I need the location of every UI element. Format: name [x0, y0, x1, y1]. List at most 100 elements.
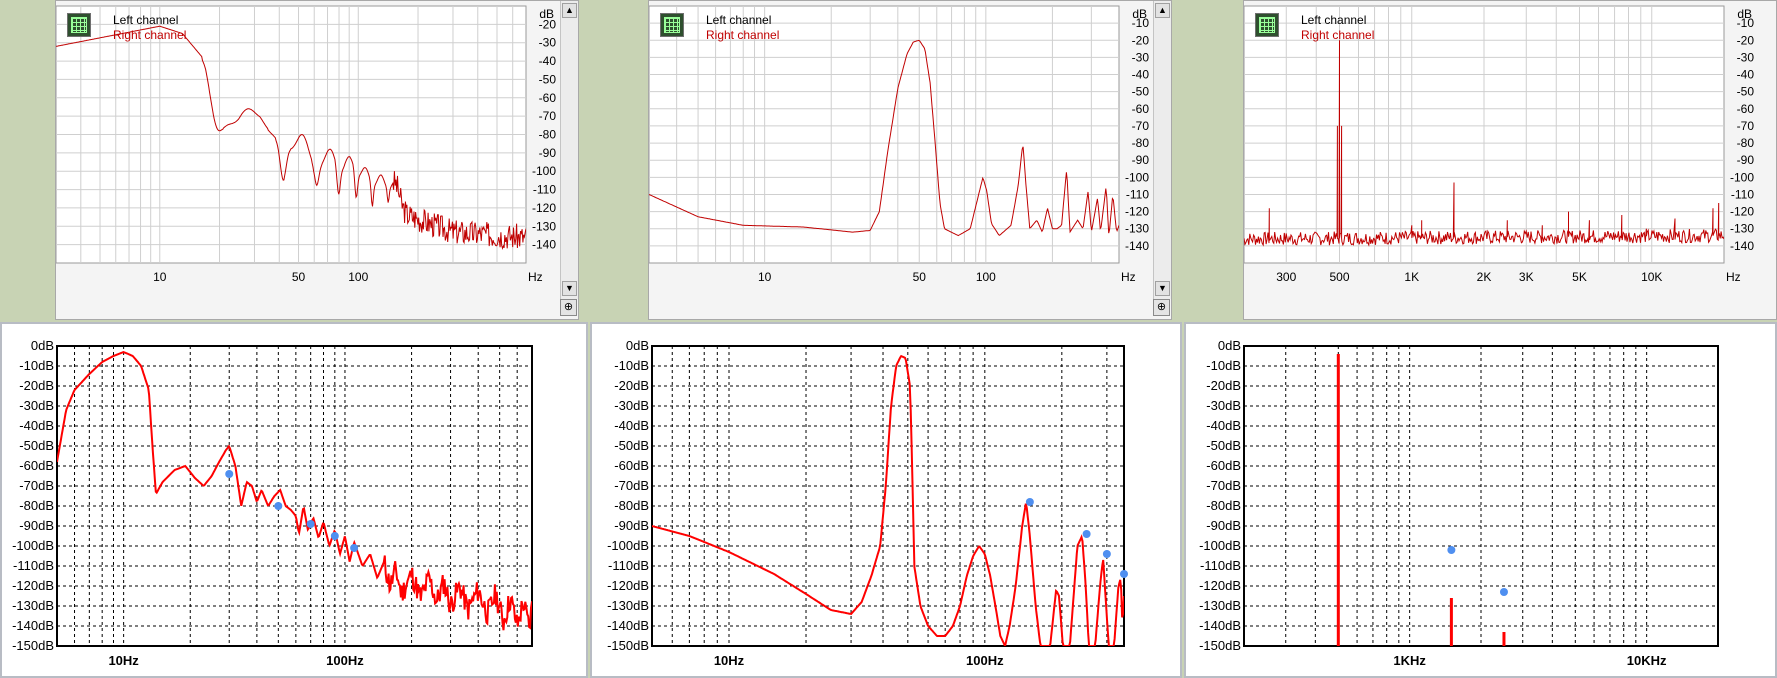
y-tick-label: -80dB: [19, 498, 54, 513]
analyzer-icon[interactable]: [1255, 13, 1279, 37]
y-tick-label: -120: [1125, 205, 1149, 219]
y-tick-label: -30: [1132, 50, 1150, 64]
series-line: [652, 354, 1124, 646]
legend-right-channel: Right channel: [113, 28, 187, 42]
scroll-up-button[interactable]: ▲: [1155, 3, 1170, 18]
y-tick-label: -130dB: [607, 598, 649, 613]
y-tick-label: -100dB: [1199, 538, 1241, 553]
y-tick-label: -150dB: [1199, 638, 1241, 653]
y-tick-label: -30: [1737, 50, 1755, 64]
y-tick-label: -60dB: [19, 458, 54, 473]
x-tick-label: 50: [913, 270, 927, 284]
vertical-scrollbar[interactable]: ▲ ▼: [560, 1, 578, 299]
y-tick-label: -70dB: [1206, 478, 1241, 493]
spectrum-plot-1: -20 -30 -40 -50 -60 -70 -80 -90 -100 -110 -120 -130…: [56, 5, 557, 284]
y-tick-label: -150dB: [12, 638, 54, 653]
harmonic-marker: [330, 532, 339, 540]
plot-area: [649, 5, 1120, 264]
y-tick-label: -50: [539, 72, 557, 86]
y-tick-label: -60: [1132, 102, 1150, 116]
x-tick-label: 2K: [1477, 270, 1492, 284]
simulation-panel-3: 0dB -10dB -20dB -30dB -40dB -50dB -60dB -70dB -8…: [1184, 322, 1777, 678]
y-tick-label: -90dB: [1206, 518, 1241, 533]
vertical-scrollbar[interactable]: ▲ ▼: [1153, 1, 1171, 299]
harmonic-marker: [225, 470, 234, 478]
y-tick-label: -50: [1132, 85, 1150, 99]
x-tick-label: 100Hz: [326, 653, 364, 668]
y-tick-label: -10dB: [614, 358, 649, 373]
legend-left-channel: Left channel: [113, 13, 179, 27]
y-tick-label: -60: [1737, 102, 1755, 116]
y-tick-label: -110: [1126, 187, 1149, 201]
scroll-down-button[interactable]: ▼: [1155, 281, 1170, 296]
x-tick-label: 10: [153, 270, 167, 284]
y-tick-label: -140dB: [12, 618, 54, 633]
y-tick-label: -70: [1132, 119, 1150, 133]
y-tick-label: -140: [532, 238, 556, 252]
x-tick-label: 10: [758, 270, 772, 284]
y-tick-label: -140dB: [1199, 618, 1241, 633]
y-tick-label: -110: [533, 183, 556, 197]
legend: Left channel Right channel: [1255, 13, 1395, 43]
y-tick-label: -50: [1737, 85, 1755, 99]
x-tick-label: 50: [292, 270, 306, 284]
y-tick-label: -120: [532, 201, 556, 215]
x-tick-label: 1KHz: [1393, 653, 1426, 668]
y-tick-label: -110dB: [608, 558, 649, 573]
x-tick-label: 10KHz: [1627, 653, 1667, 668]
series-line: [56, 25, 526, 250]
analyzer-icon[interactable]: [67, 13, 91, 37]
y-tick-label: -140: [1730, 239, 1754, 253]
y-tick-label: 0dB: [31, 338, 54, 353]
y-tick-label: -20dB: [19, 378, 54, 393]
y-tick-label: -120dB: [12, 578, 54, 593]
y-tick-label: -40dB: [614, 418, 649, 433]
y-tick-label: -150dB: [607, 638, 649, 653]
y-tick-label: -120: [1730, 205, 1754, 219]
zoom-button[interactable]: ⊕: [1153, 299, 1170, 316]
y-tick-label: -140dB: [607, 618, 649, 633]
y-tick-label: -30: [539, 36, 557, 50]
y-tick-label: -130dB: [1199, 598, 1241, 613]
y-tick-label: -40: [539, 54, 557, 68]
zoom-button[interactable]: ⊕: [560, 299, 577, 316]
y-tick-label: -130dB: [12, 598, 54, 613]
y-tick-label: -90: [1132, 153, 1150, 167]
y-tick-label: -100dB: [12, 538, 54, 553]
y-tick-label: -110dB: [13, 558, 54, 573]
y-tick-label: -10: [1132, 16, 1150, 30]
y-tick-label: -60dB: [1206, 458, 1241, 473]
harmonic-marker: [1447, 546, 1456, 554]
harmonic-marker: [1025, 498, 1034, 506]
simulation-panel-1: 0dB -10dB -20dB -30dB -40dB -50dB -60dB -70dB -8…: [0, 322, 588, 678]
y-tick-label: -120dB: [607, 578, 649, 593]
analyzer-icon[interactable]: [660, 13, 684, 37]
legend: Left channel Right channel: [660, 13, 800, 43]
y-tick-label: -110: [1731, 187, 1754, 201]
x-tick-label: 100: [348, 270, 368, 284]
y-tick-label: -80dB: [1206, 498, 1241, 513]
y-tick-label: -80: [1737, 136, 1755, 150]
y-tick-label: -90: [539, 146, 557, 160]
y-tick-label: -70: [539, 109, 557, 123]
y-tick-label: -80: [1132, 136, 1150, 150]
y-tick-label: -40: [1132, 68, 1150, 82]
y-tick-label: -40: [1737, 68, 1755, 82]
scroll-down-button[interactable]: ▼: [562, 281, 577, 296]
y-tick-label: -30dB: [19, 398, 54, 413]
y-tick-label: -60: [539, 91, 557, 105]
y-unit-label: dB: [539, 7, 554, 21]
series-line: [1244, 40, 1724, 247]
y-tick-label: -70dB: [614, 478, 649, 493]
spectrum-plot-2: -10 -20 -30 -40 -50 -60 -70 -80 -90 -100 -110 -120 -…: [649, 5, 1150, 284]
legend-right-channel: Right channel: [706, 28, 780, 42]
scroll-up-button[interactable]: ▲: [562, 3, 577, 18]
legend-right-channel: Right channel: [1301, 28, 1375, 42]
y-tick-label: -70: [1737, 119, 1755, 133]
simulation-plot-1: 0dB -10dB -20dB -30dB -40dB -50dB -60dB -70dB -8…: [12, 338, 533, 668]
simulation-panel-2: 0dB -10dB -20dB -30dB -40dB -50dB -60dB -70dB -8…: [590, 322, 1182, 678]
y-tick-label: -80dB: [614, 498, 649, 513]
x-tick-label: 300: [1276, 270, 1296, 284]
y-tick-label: -50dB: [614, 438, 649, 453]
y-tick-label: -90dB: [19, 518, 54, 533]
